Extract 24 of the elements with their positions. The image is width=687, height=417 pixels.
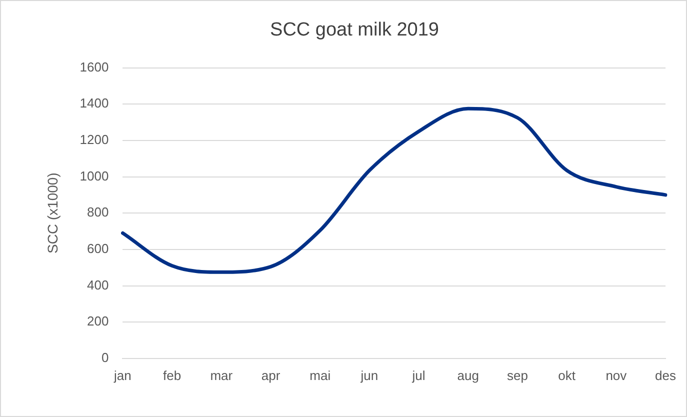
- x-tick-label: mar: [210, 368, 234, 383]
- y-tick-label: 1200: [80, 132, 109, 148]
- x-tick-label: mai: [310, 368, 331, 383]
- chart-title: SCC goat milk 2019: [270, 20, 439, 41]
- x-tick-label: jan: [113, 368, 132, 383]
- y-tick-label: 1400: [80, 96, 109, 111]
- y-tick-label: 1600: [80, 59, 109, 74]
- y-axis-title: SCC (x1000): [44, 172, 60, 254]
- x-tick-label: des: [655, 368, 676, 383]
- y-tick-label: 1000: [80, 168, 109, 184]
- x-tick-label: okt: [558, 368, 576, 383]
- y-tick-label: 800: [87, 204, 109, 220]
- y-tick-label: 0: [101, 350, 109, 365]
- x-tick-label: sep: [507, 368, 528, 383]
- x-tick-label: jul: [411, 368, 426, 383]
- y-tick-label: 600: [87, 241, 109, 256]
- x-tick-label: aug: [457, 368, 479, 383]
- x-tick-label: feb: [163, 368, 182, 383]
- x-tick-label: jun: [360, 368, 378, 383]
- x-tick-label: nov: [606, 368, 628, 383]
- y-tick-label: 200: [87, 314, 109, 329]
- x-tick-label: apr: [261, 368, 281, 383]
- line-series: [120, 106, 668, 274]
- y-tick-label: 400: [87, 277, 109, 292]
